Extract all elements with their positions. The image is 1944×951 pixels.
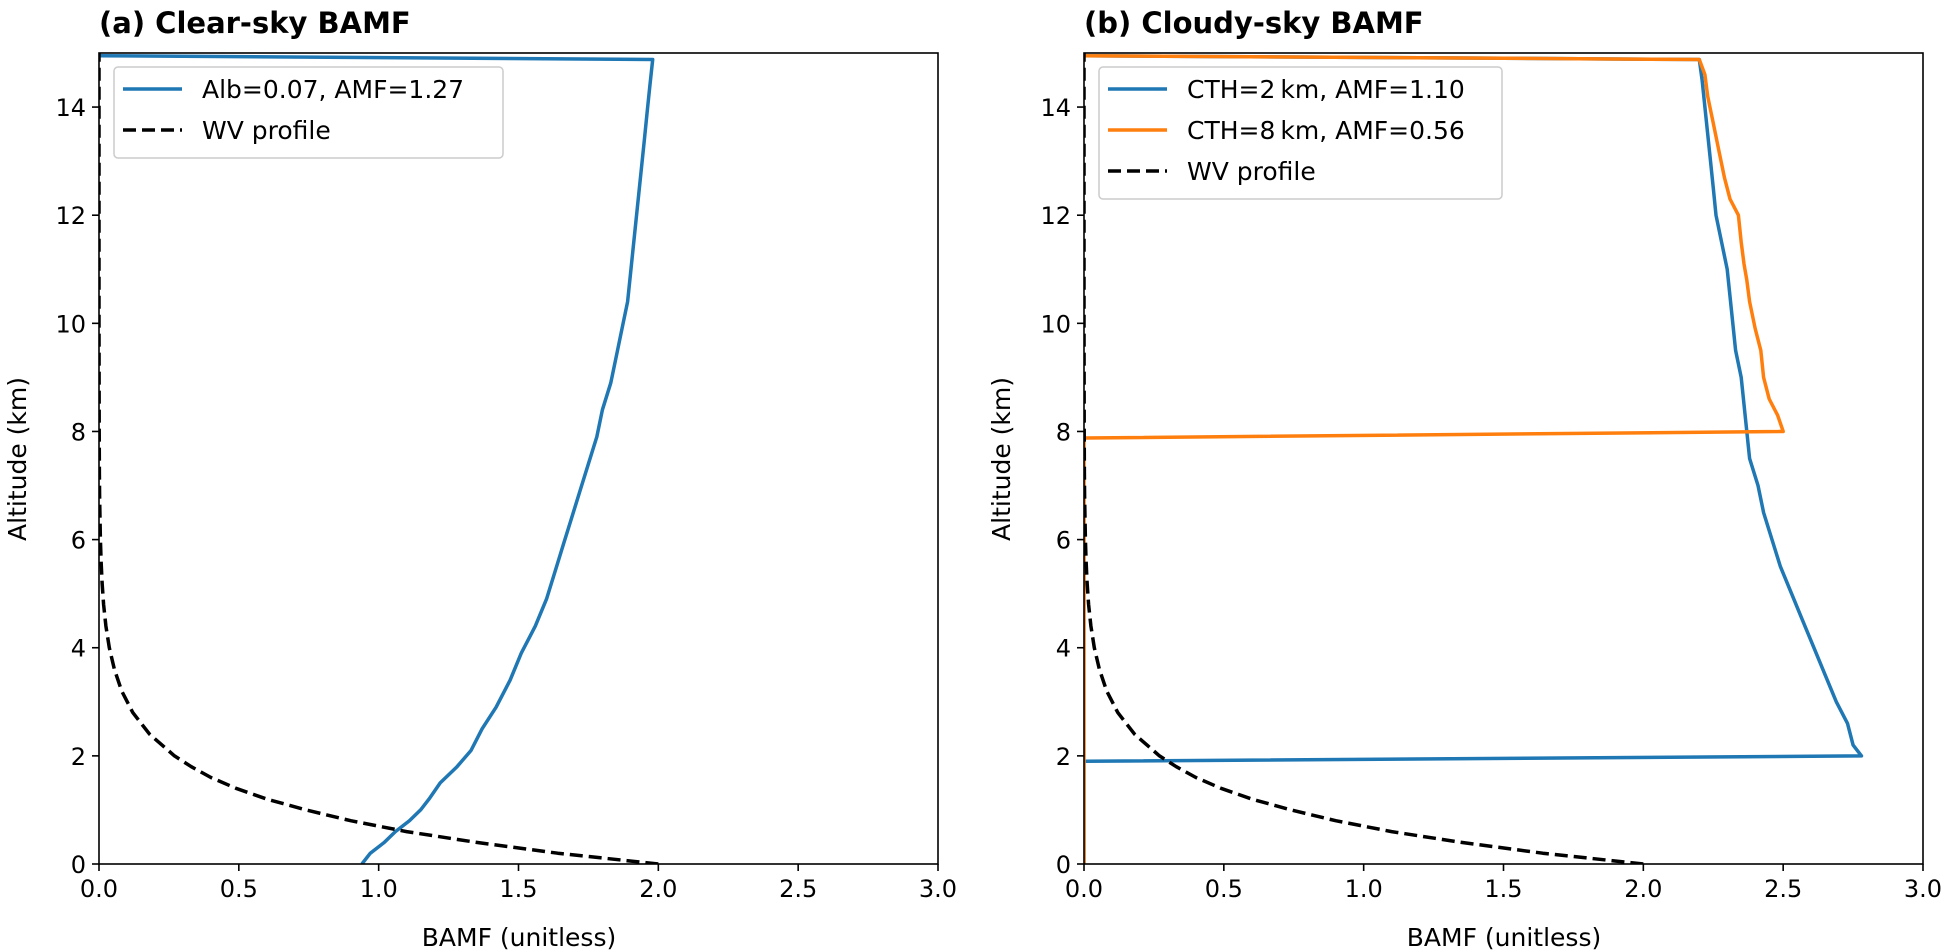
legend: CTH=2 km, AMF=1.10 CTH=8 km, AMF=0.56 WV p… (1098, 66, 1503, 200)
legend-label: Alb=0.07, AMF=1.27 (202, 75, 464, 104)
series-line-1 (1084, 53, 1785, 864)
y-tick-label: 0 (1056, 851, 1071, 879)
x-tick-label: 0.0 (1065, 875, 1103, 903)
y-tick-label: 14 (55, 94, 86, 122)
x-tick-label: 0.0 (80, 875, 118, 903)
y-axis-label: Altitude (km) (987, 377, 1016, 541)
y-tick-label: 8 (71, 418, 86, 446)
series-line-1 (99, 53, 659, 864)
x-tick-label: 1.0 (360, 875, 398, 903)
plot-area: 0.0 0.5 1.0 1.5 2.0 2.5 3.0 0 2 4 6 8 10 12 14 Alb=0.07… (55, 52, 957, 903)
x-tick-label: 2.0 (639, 875, 677, 903)
y-tick-label: 8 (1056, 418, 1071, 446)
y-tick-label: 6 (71, 527, 86, 555)
x-tick-label: 3.0 (1904, 875, 1942, 903)
legend-label: WV profile (1187, 157, 1316, 186)
series-line-0 (1084, 53, 1864, 864)
axes-frame (98, 52, 939, 865)
legend-label: CTH=8 km, AMF=0.56 (1187, 116, 1465, 145)
y-tick-label: 2 (71, 743, 86, 771)
x-tick-label: 2.5 (779, 875, 817, 903)
panel-clear-sky: (a) Clear-sky BAMF 0.0 0.5 1.0 1.5 2.0 2.5 3.0… (3, 6, 957, 951)
legend-label: WV profile (202, 116, 331, 145)
x-tick-label: 1.0 (1345, 875, 1383, 903)
x-tick-label: 1.5 (499, 875, 537, 903)
y-tick-label: 10 (1040, 310, 1071, 338)
legend-frame (113, 66, 504, 159)
series-line-0 (99, 53, 655, 864)
panel-title: (a) Clear-sky BAMF (99, 6, 411, 40)
y-tick-label: 10 (55, 310, 86, 338)
y-tick-label: 14 (1040, 94, 1071, 122)
x-axis-label: BAMF (unitless) (422, 923, 616, 951)
y-tick-label: 4 (1056, 635, 1071, 663)
series-group (99, 53, 659, 864)
plot-area: 0.0 0.5 1.0 1.5 2.0 2.5 3.0 0 2 4 6 8 10 12 14 CTH=2 km… (1040, 52, 1942, 903)
x-tick-label: 2.0 (1624, 875, 1662, 903)
y-tick-label: 4 (71, 635, 86, 663)
legend-label: CTH=2 km, AMF=1.10 (1187, 75, 1465, 104)
y-tick-label: 12 (1040, 202, 1071, 230)
y-tick-label: 2 (1056, 743, 1071, 771)
x-tick-label: 0.5 (220, 875, 258, 903)
legend: Alb=0.07, AMF=1.27 WV profile (113, 66, 504, 159)
x-tick-label: 0.5 (1205, 875, 1243, 903)
y-tick-label: 12 (55, 202, 86, 230)
y-tick-label: 6 (1056, 527, 1071, 555)
legend-frame (1098, 66, 1503, 200)
y-axis-label: Altitude (km) (3, 377, 32, 541)
x-tick-label: 3.0 (919, 875, 957, 903)
x-tick-label: 2.5 (1764, 875, 1802, 903)
panel-cloudy-sky: (b) Cloudy-sky BAMF 0.0 0.5 1.0 1.5 2.0 2.5 3.… (987, 6, 1942, 951)
panel-title: (b) Cloudy-sky BAMF (1084, 6, 1424, 40)
x-tick-label: 1.5 (1484, 875, 1522, 903)
y-tick-label: 0 (71, 851, 86, 879)
x-axis-label: BAMF (unitless) (1407, 923, 1601, 951)
